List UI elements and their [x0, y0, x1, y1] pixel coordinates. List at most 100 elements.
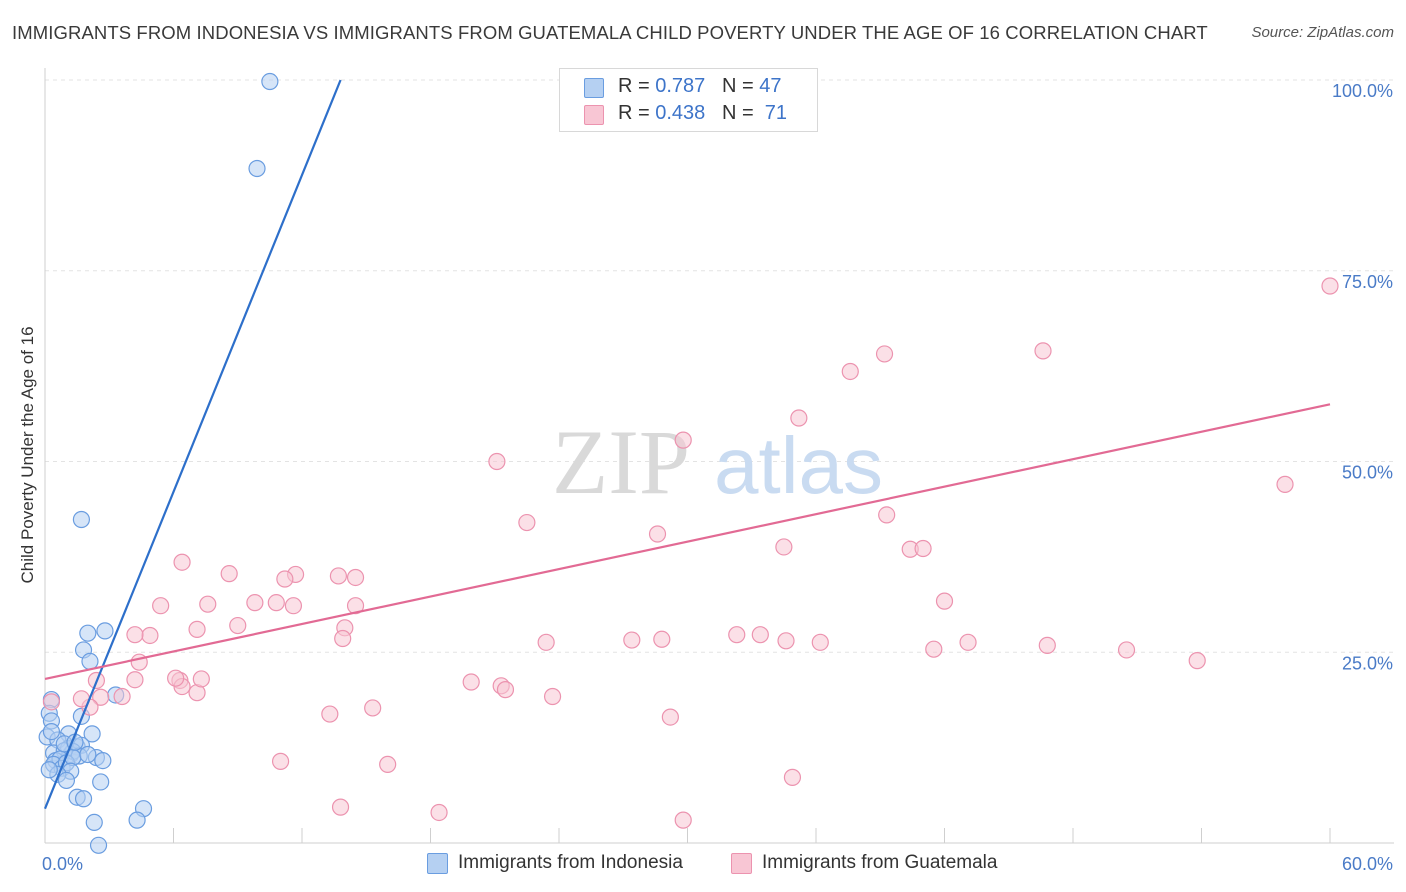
point-guatemala-6 [488, 452, 506, 471]
correlation-legend: R = 0.787 N = 47 R = 0.438 N = 71 [559, 68, 818, 132]
point-guatemala-17 [276, 570, 294, 588]
point-guatemala-64 [661, 708, 679, 726]
point-indonesia-40 [128, 811, 146, 829]
point-indonesia-0 [261, 72, 279, 91]
point-guatemala-62 [321, 705, 339, 723]
point-guatemala-20 [935, 592, 954, 610]
point-indonesia-35 [40, 761, 58, 779]
point-guatemala-2 [875, 345, 894, 363]
point-guatemala-53 [192, 670, 210, 688]
y-axis-label: Child Poverty Under the Age of 16 [18, 326, 37, 583]
y-tick-labels: 25.0% 50.0% 75.0% 100.0% [1332, 81, 1393, 673]
point-guatemala-56 [496, 681, 515, 699]
point-guatemala-18 [329, 567, 348, 585]
legend-n-value-indonesia: 47 [759, 75, 782, 97]
point-guatemala-57 [543, 687, 562, 706]
x-tick-marks [44, 828, 1331, 843]
watermark-zip: ZIP [552, 411, 690, 513]
point-guatemala-65 [271, 752, 290, 770]
legend-n-label: N = [721, 102, 754, 124]
point-guatemala-67 [331, 798, 350, 816]
point-guatemala-61 [167, 669, 185, 687]
bottom-legend-label-guatemala: Immigrants from Guatemala [762, 852, 998, 873]
point-indonesia-6 [81, 652, 99, 671]
point-guatemala-39 [811, 633, 829, 651]
legend-text-guatemala: R = 0.438 N = 71 [618, 102, 787, 125]
trend-line-indonesia [43, 79, 342, 810]
point-guatemala-10 [648, 525, 667, 543]
series-guatemala [42, 277, 1339, 829]
point-indonesia-45 [42, 723, 61, 741]
point-indonesia-2 [72, 510, 91, 529]
y-tick-label-0: 25.0% [1342, 653, 1393, 673]
point-indonesia-36 [92, 773, 110, 791]
point-guatemala-32 [334, 629, 352, 648]
y-tick-label-3: 100.0% [1332, 81, 1393, 101]
point-guatemala-26 [246, 594, 264, 612]
point-guatemala-42 [1038, 636, 1056, 654]
point-guatemala-11 [775, 538, 793, 556]
point-guatemala-41 [959, 633, 977, 651]
point-guatemala-21 [199, 595, 217, 613]
point-guatemala-5 [674, 431, 692, 449]
point-guatemala-24 [346, 597, 365, 615]
point-indonesia-38 [74, 790, 93, 808]
legend-n-label: N = [721, 75, 754, 97]
point-indonesia-41 [85, 813, 103, 831]
x-tick-label-min: 0.0% [42, 854, 83, 874]
point-guatemala-54 [462, 673, 480, 691]
point-guatemala-44 [1117, 641, 1136, 659]
point-guatemala-3 [841, 362, 859, 381]
point-guatemala-36 [728, 626, 746, 644]
grid-lines [45, 79, 1394, 653]
point-indonesia-42 [89, 836, 108, 854]
point-guatemala-48 [126, 671, 144, 689]
legend-text-indonesia: R = 0.787 N = 47 [618, 75, 781, 98]
point-guatemala-58 [364, 699, 382, 717]
legend-r-label: R = [618, 75, 650, 97]
x-tick-label-max: 60.0% [1342, 854, 1393, 874]
point-guatemala-7 [1276, 475, 1294, 493]
legend-swatch-guatemala [584, 105, 604, 125]
point-guatemala-52 [113, 687, 131, 706]
point-guatemala-13 [914, 539, 932, 558]
chart-title: IMMIGRANTS FROM INDONESIA VS IMMIGRANTS … [12, 22, 1208, 43]
legend-n-value-guatemala: 71 [764, 102, 788, 124]
legend-swatch-indonesia [584, 78, 604, 98]
y-tick-label-2: 75.0% [1342, 272, 1393, 292]
point-indonesia-13 [83, 725, 101, 743]
point-indonesia-34 [57, 771, 76, 790]
watermark: ZIP atlas [552, 411, 883, 513]
point-guatemala-66 [379, 755, 397, 774]
point-guatemala-51 [92, 688, 110, 706]
point-guatemala-8 [878, 506, 896, 524]
point-guatemala-38 [777, 632, 795, 650]
point-guatemala-37 [751, 626, 769, 644]
point-indonesia-3 [79, 624, 97, 642]
point-guatemala-31 [126, 626, 144, 644]
point-guatemala-15 [220, 565, 238, 583]
y-tick-label-1: 50.0% [1342, 463, 1393, 483]
point-guatemala-9 [518, 513, 536, 532]
trend-line-guatemala [44, 403, 1331, 681]
point-guatemala-69 [674, 811, 692, 829]
point-guatemala-70 [783, 768, 802, 786]
legend-r-value-guatemala: 0.438 [655, 102, 706, 124]
point-guatemala-1 [1034, 342, 1052, 360]
point-guatemala-28 [188, 620, 206, 638]
point-guatemala-19 [346, 568, 365, 587]
point-guatemala-43 [1188, 652, 1206, 670]
point-guatemala-60 [42, 693, 61, 711]
point-guatemala-30 [141, 626, 159, 645]
chart-source: Source: ZipAtlas.com [1251, 24, 1394, 41]
point-guatemala-22 [267, 594, 285, 612]
point-guatemala-40 [925, 640, 943, 658]
bottom-legend-label-indonesia: Immigrants from Indonesia [458, 852, 683, 873]
watermark-atlas: atlas [714, 421, 883, 510]
point-indonesia-46 [79, 745, 97, 764]
legend-r-value-indonesia: 0.787 [655, 75, 706, 97]
point-guatemala-14 [173, 553, 191, 571]
point-indonesia-31 [94, 751, 112, 770]
point-guatemala-23 [284, 597, 303, 615]
